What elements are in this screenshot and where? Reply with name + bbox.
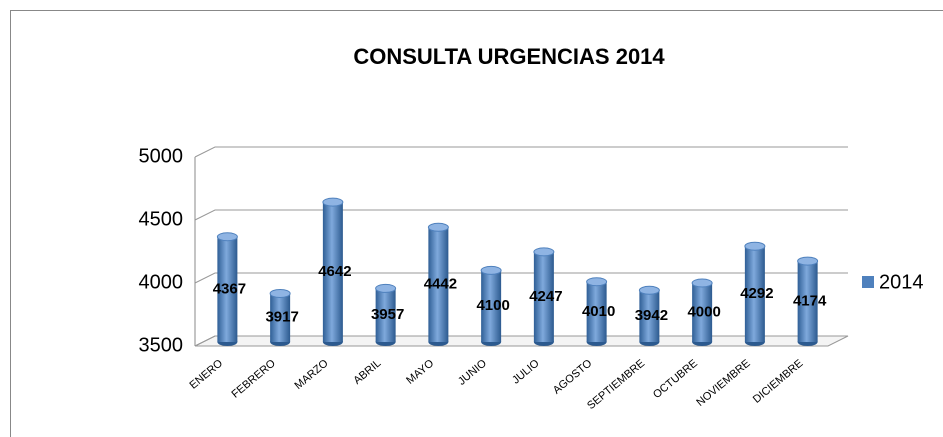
value-label: 4367 <box>213 280 246 297</box>
bar-top <box>691 278 713 288</box>
y-tick-label: 4000 <box>139 271 184 293</box>
bar-top <box>216 232 238 242</box>
grid-line <box>194 146 848 158</box>
bar-top <box>269 288 291 298</box>
y-tick-label: 5000 <box>139 145 184 167</box>
value-label: 4010 <box>582 303 615 320</box>
bar <box>692 283 713 342</box>
bar <box>270 293 291 342</box>
chart-title: CONSULTA URGENCIAS 2014 <box>353 44 665 69</box>
y-tick-label: 4500 <box>139 208 184 230</box>
grid-line <box>194 209 848 221</box>
bar <box>322 202 343 342</box>
value-label: 3957 <box>371 306 404 323</box>
bar-top <box>375 283 397 293</box>
y-tick-label: 3500 <box>139 334 184 356</box>
bar-top <box>480 265 502 275</box>
value-label: 4247 <box>529 288 562 305</box>
value-label: 4292 <box>740 285 773 302</box>
chart-border <box>10 10 943 437</box>
value-label: 4100 <box>476 297 509 314</box>
bar-top <box>797 256 819 266</box>
bar-top <box>533 247 555 257</box>
value-label: 4000 <box>687 303 720 320</box>
bar <box>744 246 765 342</box>
grid-line <box>194 272 848 284</box>
bar <box>217 236 238 342</box>
bar-top <box>427 222 449 232</box>
bar <box>533 251 554 342</box>
value-label: 3942 <box>635 307 668 324</box>
value-label: 4442 <box>424 276 457 293</box>
bar-top <box>744 241 766 251</box>
legend-label: 2014 <box>879 271 924 293</box>
bar <box>375 288 396 342</box>
bar <box>586 281 607 342</box>
value-label: 4642 <box>318 263 351 280</box>
bar <box>797 261 818 342</box>
bar-top <box>322 197 344 207</box>
value-label: 4174 <box>793 293 827 310</box>
bar <box>481 270 502 342</box>
bar <box>428 227 449 342</box>
bar-top <box>638 285 660 295</box>
bar-top <box>586 277 608 287</box>
bar <box>639 290 660 342</box>
legend-swatch <box>862 276 874 288</box>
value-label: 3917 <box>265 309 298 326</box>
grid-line <box>194 335 848 347</box>
